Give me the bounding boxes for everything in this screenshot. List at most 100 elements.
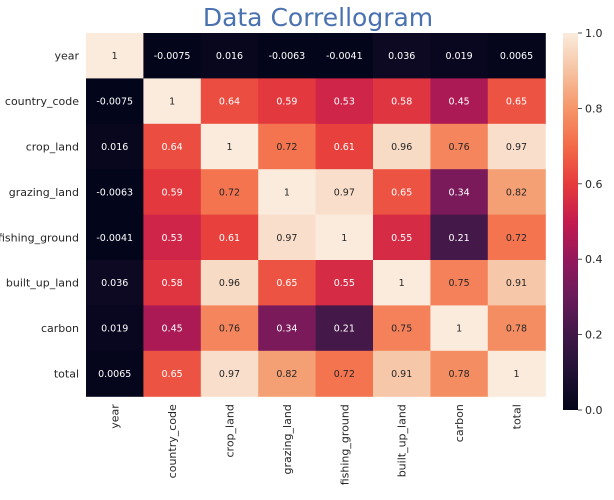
x-tick-label: total [511,404,524,429]
cell-value-label: 0.72 [506,233,527,244]
heatmap-cell [315,78,374,125]
heatmap-cell [143,78,202,125]
heatmap-cell [258,214,317,261]
cell-value-label: 0.55 [334,278,355,289]
cell-value-label: 0.97 [219,369,240,380]
heatmap-cell [315,350,374,397]
heatmap-cell [258,305,317,352]
x-tick-label: crop_land [224,404,237,457]
heatmap-cell [430,169,489,216]
heatmap-cell [373,260,431,306]
heatmap-cell [143,169,202,216]
heatmap-cell [200,350,259,397]
cell-value-label: 0.34 [276,324,297,335]
cell-value-label: 0.65 [162,369,183,380]
heatmap-cell [315,33,374,79]
heatmap-cell [258,260,317,306]
cell-value-label: 0.76 [449,142,470,153]
cell-value-label: -0.0075 [96,97,133,108]
heatmap-cell [143,33,202,79]
colorbar-tick-label: 0.8 [585,102,603,115]
heatmap-cell [86,33,144,79]
cell-value-label: 1 [399,278,405,289]
cell-value-label: 0.91 [391,369,412,380]
heatmap-cells: 1 -0.0075 0.016 -0.0063 -0.0041 0.036 0.019 0.0… [86,33,546,397]
heatmap-cell [487,169,546,216]
heatmap-cell [430,78,489,125]
cell-value-label: 0.45 [162,324,183,335]
cell-value-label: 1 [513,369,519,380]
heatmap-cell [200,305,259,352]
cell-value-label: 0.53 [162,233,183,244]
cell-value-label: 1 [341,233,347,244]
cell-value-label: 0.58 [391,97,412,108]
cell-value-label: 0.65 [506,97,527,108]
y-tick-label: grazing_land [9,186,79,199]
y-tick-label: country_code [5,95,79,108]
cell-value-label: 0.59 [276,97,297,108]
heatmap-cell [143,305,202,352]
heatmap-cell [200,169,259,216]
heatmap-cell [487,305,546,352]
cell-value-label: 0.036 [101,278,128,289]
y-tick-label: year [54,50,79,63]
heatmap-cell [315,123,374,170]
cell-value-label: 0.78 [506,324,527,335]
heatmap-cell [430,260,489,306]
cell-value-label: 1 [112,51,118,62]
cell-value-label: 0.0065 [500,51,533,62]
cell-value-label: 0.75 [391,324,412,335]
x-tick-label: year [109,404,122,429]
heatmap-cell [143,123,202,170]
heatmap-cell [373,169,431,216]
x-tick-label: grazing_land [281,404,294,474]
cell-value-label: 0.58 [162,278,183,289]
cell-value-label: 0.78 [449,369,470,380]
heatmap-cell [430,33,489,79]
heatmap-cell [487,123,546,170]
x-axis-labels: year country_code crop_land grazing_land fis… [109,404,524,486]
cell-value-label: -0.0063 [269,51,306,62]
cell-value-label: 0.45 [449,97,470,108]
cell-value-label: 0.72 [219,187,240,198]
heatmap-cell [143,214,202,261]
heatmap-cell [200,260,259,306]
heatmap-cell [86,214,144,261]
cell-value-label: 0.0065 [98,369,131,380]
cell-value-label: 0.016 [216,51,243,62]
heatmap-cell [487,78,546,125]
cell-value-label: -0.0041 [96,233,133,244]
cell-value-label: 0.53 [334,97,355,108]
y-tick-label: crop_land [26,141,79,154]
chart-title: Data Correllogram [203,3,433,32]
heatmap-cell [258,350,317,397]
cell-value-label: 0.59 [162,187,183,198]
heatmap-cell [86,305,144,352]
heatmap-cell [258,33,317,79]
x-tick-label: carbon [453,404,466,442]
cell-value-label: 0.64 [162,142,183,153]
heatmap-cell [373,305,431,352]
heatmap-cell [143,260,202,306]
y-tick-label: total [54,368,79,381]
heatmap-cell [373,214,431,261]
cell-value-label: 0.61 [334,142,355,153]
cell-value-label: 0.82 [506,187,527,198]
cell-value-label: 0.91 [506,278,527,289]
cell-value-label: 0.97 [506,142,527,153]
heatmap-cell [373,33,431,79]
heatmap-cell [200,33,259,79]
heatmap-cell [258,169,317,216]
cell-value-label: 1 [226,142,232,153]
cell-value-label: 0.61 [219,233,240,244]
cell-value-label: 0.019 [101,324,128,335]
heatmap-cell [86,123,144,170]
y-tick-label: carbon [41,322,79,335]
heatmap-cell [200,214,259,261]
heatmap-cell [430,123,489,170]
colorbar-tick-label: 0.0 [585,404,603,417]
cell-value-label: 0.97 [334,187,355,198]
heatmap-cell [373,123,431,170]
heatmap-cell [315,169,374,216]
